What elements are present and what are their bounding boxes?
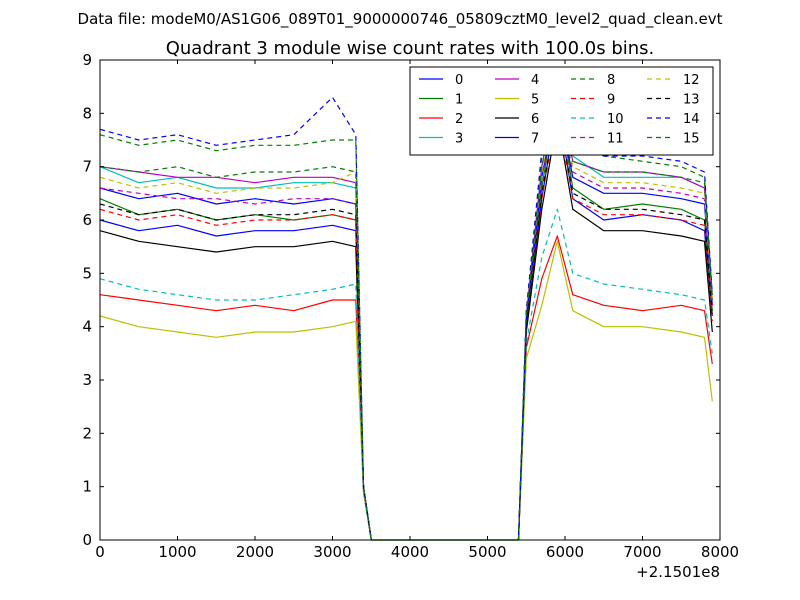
x-tick-label: 7000 (623, 543, 661, 561)
series-12 (99, 86, 713, 541)
series-13-line-1 (517, 107, 713, 541)
legend-entry-14: 14 (647, 112, 700, 127)
series-15 (99, 86, 713, 541)
legend-label-13: 13 (683, 93, 700, 108)
legend-label-10: 10 (607, 112, 624, 127)
x-tick-label: 2000 (236, 543, 274, 561)
series-10-line-1 (517, 208, 713, 541)
series-6-line-1 (517, 118, 713, 541)
series-5-line-0 (99, 315, 372, 541)
y-tick-label: 5 (82, 264, 92, 282)
y-tick-label: 6 (82, 211, 92, 229)
x-tick-label: 6000 (546, 543, 584, 561)
y-tick-label: 4 (82, 318, 92, 336)
y-tick-label: 9 (82, 51, 92, 69)
legend-label-14: 14 (683, 112, 700, 127)
figure-suptitle: Data file: modeM0/AS1G06_089T01_90000007… (78, 10, 723, 29)
legend-entry-6: 6 (495, 112, 539, 127)
legend-label-4: 4 (531, 73, 539, 88)
legend-label-15: 15 (683, 132, 700, 147)
y-tick-label: 7 (82, 158, 92, 176)
y-tick-label: 2 (82, 424, 92, 442)
y-tick-label: 1 (82, 478, 92, 496)
series-5-line-1 (517, 240, 713, 541)
legend-entry-0: 0 (419, 73, 463, 88)
series-13 (99, 107, 713, 541)
legend-entry-5: 5 (495, 93, 539, 108)
chart-title: Quadrant 3 module wise count rates with … (166, 38, 655, 59)
legend-label-0: 0 (455, 73, 463, 88)
axes-layer: 0 1000 2000 3000 4000 5000 6000 7000 80000123456… (82, 51, 739, 561)
series-9 (99, 112, 713, 541)
x-tick-label: 8000 (701, 543, 739, 561)
series-5 (99, 240, 713, 541)
series-15-line-0 (99, 166, 372, 541)
legend-box (409, 66, 714, 156)
legend-entry-8: 8 (571, 73, 615, 88)
x-offset-label: +2.1501e8 (636, 563, 720, 581)
x-tick-label: 4000 (391, 543, 429, 561)
legend-label-2: 2 (455, 112, 463, 127)
legend-label-11: 11 (607, 132, 624, 147)
legend-label-3: 3 (455, 132, 463, 147)
series-2-line-1 (517, 235, 713, 541)
legend-label-9: 9 (607, 93, 615, 108)
legend-label-7: 7 (531, 132, 539, 147)
legend-entry-15: 15 (647, 132, 700, 147)
x-tick-label: 0 (95, 543, 105, 561)
legend-label-1: 1 (455, 93, 463, 108)
legend-entry-11: 11 (571, 132, 624, 147)
legend-entry-4: 4 (495, 73, 539, 88)
y-tick-label: 3 (82, 371, 92, 389)
series-9-line-1 (517, 112, 713, 541)
legend-entry-1: 1 (419, 93, 463, 108)
legend-entry-2: 2 (419, 112, 463, 127)
series-10 (99, 208, 713, 541)
x-tick-label: 3000 (313, 543, 351, 561)
legend-entry-9: 9 (571, 93, 615, 108)
legend-label-5: 5 (531, 93, 539, 108)
legend-label-12: 12 (683, 73, 700, 88)
series-13-line-0 (99, 203, 372, 541)
legend-entry-10: 10 (571, 112, 624, 127)
legend-entry-13: 13 (647, 93, 700, 108)
legend-entry-7: 7 (495, 132, 539, 147)
legend-label-8: 8 (607, 73, 615, 88)
series-15-line-1 (517, 86, 713, 541)
legend-entry-12: 12 (647, 73, 700, 88)
legend-entry-3: 3 (419, 132, 463, 147)
x-tick-label: 1000 (158, 543, 196, 561)
legend-label-6: 6 (531, 112, 539, 127)
x-tick-label: 5000 (468, 543, 506, 561)
y-tick-label: 8 (82, 104, 92, 122)
series-12-line-1 (517, 86, 713, 541)
series-10-line-0 (99, 278, 372, 541)
y-tick-label: 0 (82, 531, 92, 549)
